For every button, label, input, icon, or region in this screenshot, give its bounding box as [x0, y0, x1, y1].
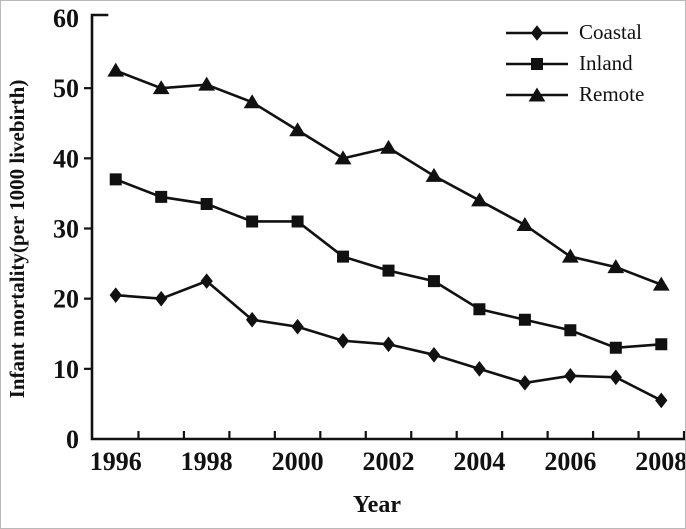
marker-inland-2004	[473, 303, 486, 316]
legend-label-remote: Remote	[579, 82, 645, 106]
marker-inland-2008	[655, 338, 668, 351]
marker-inland-1999	[246, 215, 259, 228]
marker-coastal-2004	[473, 361, 486, 377]
marker-remote-2003	[425, 167, 443, 182]
marker-coastal-1997	[155, 290, 168, 307]
y-tick-label: 10	[53, 355, 79, 384]
y-tick-label: 40	[53, 144, 79, 173]
marker-remote-1996	[107, 62, 125, 77]
marker-remote-2006	[561, 248, 579, 263]
series-line-inland	[115, 178, 662, 350]
marker-remote-2008	[652, 276, 670, 291]
x-tick-label: 1998	[181, 447, 233, 476]
marker-remote-2000	[289, 122, 306, 137]
marker-coastal-2003	[427, 346, 441, 363]
marker-remote-1998	[198, 76, 216, 91]
marker-inland-2005	[518, 313, 531, 326]
marker-coastal-2005	[518, 375, 532, 391]
marker-inland-2007	[609, 341, 622, 354]
y-axis-title: Infant mortality(per 1000 livebirth)	[5, 79, 29, 399]
x-tick-label: 2000	[272, 447, 324, 476]
x-tick-label: 2006	[544, 447, 596, 476]
marker-remote-2001	[334, 150, 352, 165]
legend-item-coastal: Coastal	[504, 17, 644, 48]
remote-triangle-icon	[506, 87, 568, 101]
coastal-diamond-icon	[506, 24, 568, 41]
marker-coastal-1999	[245, 311, 259, 328]
inland-square-icon	[506, 57, 568, 70]
x-tick-label: 2002	[363, 447, 415, 476]
marker-coastal-2008	[655, 392, 668, 409]
y-tick-label: 0	[66, 425, 79, 454]
x-tick-label: 1996	[90, 447, 142, 476]
marker-coastal-1996	[109, 287, 122, 303]
marker-remote-1999	[243, 94, 261, 109]
y-tick-label: 50	[53, 74, 79, 103]
marker-coastal-2006	[564, 368, 577, 384]
x-axis-title: Year	[353, 492, 401, 518]
marker-inland-2003	[427, 275, 440, 288]
marker-inland-2000	[291, 215, 304, 228]
axes	[90, 13, 685, 441]
legend-label-inland: Inland	[579, 51, 633, 75]
legend: Coastal Inland Remote	[504, 17, 644, 110]
marker-coastal-1998	[200, 273, 213, 289]
legend-label-coastal: Coastal	[579, 20, 642, 44]
x-tick-label: 2008	[635, 447, 686, 476]
marker-remote-2005	[516, 217, 534, 231]
marker-remote-2002	[380, 139, 397, 154]
marker-inland-1996	[109, 173, 122, 186]
legend-item-inland: Inland	[504, 48, 644, 79]
marker-coastal-2007	[609, 369, 622, 386]
marker-remote-2004	[471, 192, 488, 207]
marker-inland-1997	[155, 190, 168, 203]
x-tick-label: 2004	[453, 447, 505, 476]
marker-remote-2007	[607, 259, 625, 274]
marker-inland-2002	[382, 264, 395, 277]
marker-inland-2001	[337, 250, 350, 263]
y-tick-label: 60	[53, 4, 79, 33]
y-tick-label: 20	[53, 285, 79, 314]
marker-inland-1998	[200, 197, 213, 210]
marker-coastal-2002	[382, 336, 395, 353]
legend-item-remote: Remote	[504, 79, 644, 110]
marker-remote-1997	[152, 80, 170, 95]
marker-coastal-2001	[336, 332, 350, 349]
marker-coastal-2000	[291, 318, 304, 335]
y-tick-label: 30	[53, 215, 79, 244]
marker-inland-2006	[564, 324, 577, 337]
